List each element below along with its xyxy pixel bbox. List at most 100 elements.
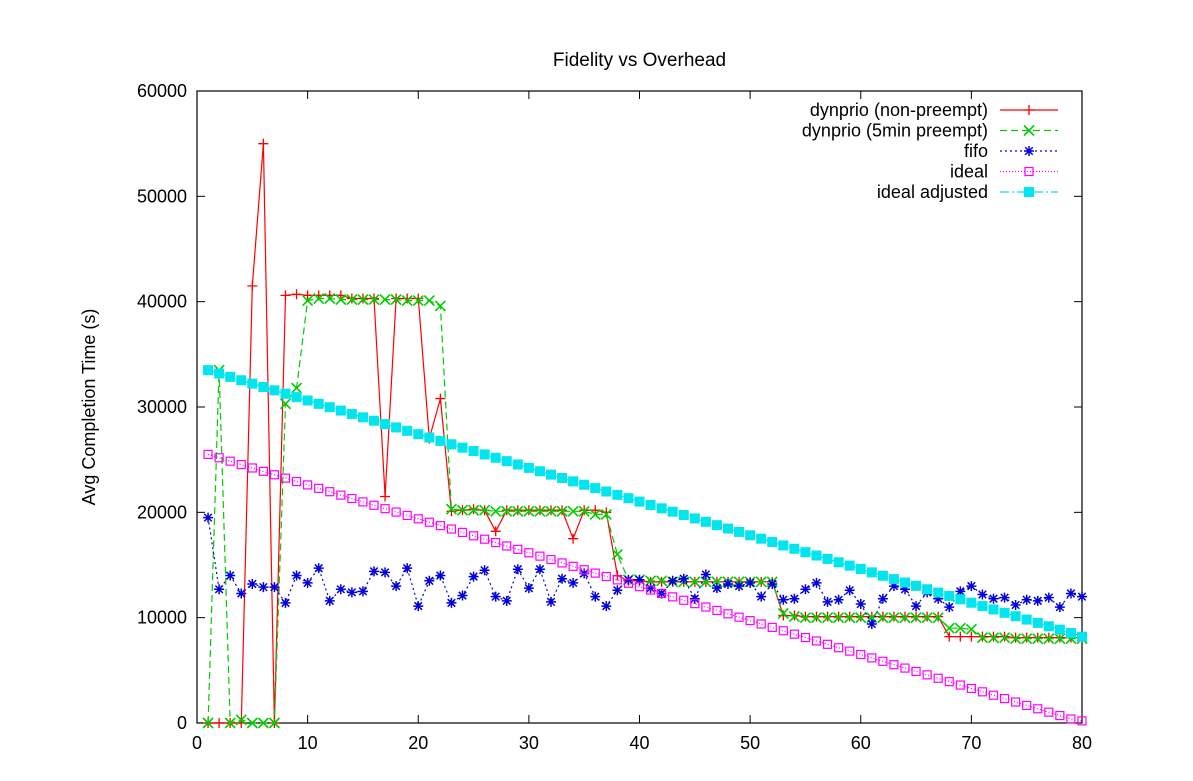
data-point <box>412 295 424 307</box>
data-point <box>280 473 291 483</box>
data-point <box>822 596 833 607</box>
data-point <box>512 505 524 517</box>
data-point <box>258 138 269 149</box>
data-point <box>1024 146 1034 156</box>
data-point <box>899 612 911 624</box>
data-point <box>966 581 977 592</box>
data-point <box>601 486 612 497</box>
x-tick-label: 60 <box>851 733 871 753</box>
data-point <box>568 577 579 588</box>
data-point <box>1077 631 1087 642</box>
data-point <box>866 567 877 578</box>
data-point <box>955 631 966 642</box>
data-point <box>357 586 368 597</box>
data-point <box>258 466 268 476</box>
data-point <box>468 446 479 457</box>
data-point <box>778 540 789 551</box>
data-point <box>1043 621 1054 632</box>
data-point <box>468 531 479 541</box>
data-point <box>965 623 977 635</box>
data-point <box>1021 614 1032 625</box>
data-point <box>612 575 622 585</box>
x-tick-label: 40 <box>629 733 649 753</box>
data-point <box>590 568 600 578</box>
data-point <box>280 597 291 608</box>
data-point <box>346 587 357 598</box>
data-point <box>966 631 977 642</box>
data-point <box>291 392 302 403</box>
legend-label: ideal <box>950 162 988 182</box>
legend-item-fifo: fifo <box>964 141 1058 161</box>
data-point <box>413 293 424 304</box>
data-point <box>777 607 789 620</box>
data-point <box>800 632 811 643</box>
data-point <box>446 506 457 517</box>
data-point <box>369 415 379 426</box>
data-point <box>424 575 435 586</box>
data-point <box>855 612 867 624</box>
data-point <box>346 408 357 419</box>
data-point <box>734 526 745 537</box>
y-axis-label: Avg Completion Time (s) <box>79 309 99 506</box>
data-point <box>612 585 623 596</box>
data-point <box>1044 707 1054 717</box>
data-point <box>977 589 988 600</box>
data-point <box>756 619 766 629</box>
data-point <box>877 570 888 581</box>
data-point <box>657 588 667 599</box>
data-point <box>357 293 369 306</box>
data-point <box>822 639 833 649</box>
data-point <box>302 577 313 588</box>
data-point <box>1033 704 1043 714</box>
data-point <box>257 717 269 729</box>
data-point <box>225 456 235 466</box>
data-point <box>1022 700 1032 710</box>
data-point <box>811 577 822 588</box>
x-tick-label: 20 <box>408 733 428 753</box>
data-point <box>214 453 224 463</box>
legend: dynprio (non-preempt)dynprio (5min preem… <box>802 100 1058 202</box>
data-point <box>1024 105 1034 115</box>
data-point <box>391 422 402 433</box>
data-point <box>203 365 214 376</box>
data-point <box>954 622 966 634</box>
data-point <box>479 504 491 516</box>
data-point <box>435 393 446 404</box>
data-point <box>689 513 700 524</box>
data-point <box>601 601 612 612</box>
data-point <box>291 289 302 300</box>
data-point <box>711 583 722 594</box>
legend-label: dynprio (non-preempt) <box>810 100 988 120</box>
data-point <box>568 561 578 571</box>
data-point <box>501 595 512 606</box>
data-point <box>546 596 556 607</box>
data-point <box>380 491 391 502</box>
data-point <box>833 557 844 568</box>
data-point <box>325 487 335 497</box>
data-point <box>700 516 711 527</box>
data-point <box>246 717 258 729</box>
data-point <box>1054 602 1065 613</box>
data-point <box>998 632 1011 644</box>
data-point <box>402 293 413 304</box>
data-point <box>546 554 556 565</box>
data-point <box>845 646 855 656</box>
x-tick-label: 0 <box>192 733 202 753</box>
data-point <box>977 687 988 697</box>
data-point <box>224 717 236 729</box>
data-point <box>800 584 811 595</box>
data-point <box>545 505 557 517</box>
data-point <box>987 632 1000 644</box>
data-point <box>933 673 943 683</box>
data-point <box>911 601 922 612</box>
data-point <box>302 290 313 301</box>
data-point <box>314 483 324 493</box>
series-dynprio-5min-preempt <box>202 292 1088 729</box>
data-point <box>690 599 700 609</box>
data-point <box>203 449 213 459</box>
data-point <box>1024 187 1034 197</box>
data-point <box>578 505 590 517</box>
data-point <box>834 643 844 653</box>
data-point <box>479 449 490 460</box>
legend-item-ideal-adjusted: ideal adjusted <box>877 182 1058 202</box>
